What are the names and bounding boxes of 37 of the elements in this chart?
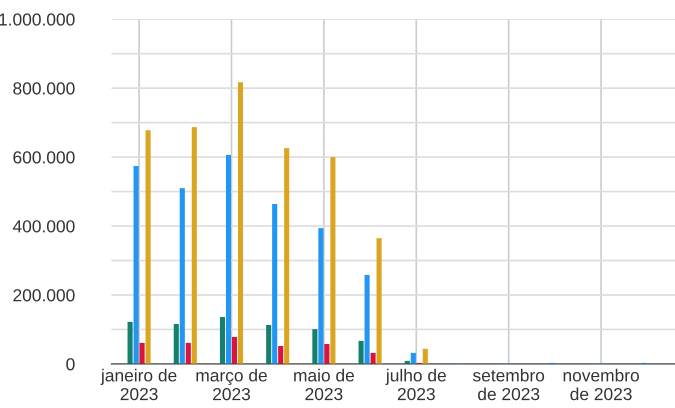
y-tick-label: 600.000 [13, 151, 75, 164]
bar [174, 324, 179, 364]
bar [376, 238, 382, 364]
x-tick-label: janeiro de 2023 [100, 368, 176, 400]
bar [318, 228, 324, 364]
bar [272, 204, 278, 364]
bar [330, 157, 336, 364]
x-tick-label: setembro de 2023 [472, 368, 544, 400]
x-tick-label: março de 2023 [196, 368, 267, 400]
y-tick-label: 200.000 [13, 289, 75, 302]
bar [128, 322, 133, 364]
y-tick-label: 800.000 [13, 82, 75, 95]
bar [278, 346, 284, 364]
bar [186, 342, 191, 364]
x-tick-label: maio de 2023 [294, 368, 354, 400]
bar [284, 148, 290, 364]
bar [410, 352, 416, 364]
bar [146, 130, 151, 364]
bar [226, 155, 232, 364]
bar [312, 329, 318, 364]
bar [220, 317, 226, 364]
bar [238, 82, 244, 364]
bar [180, 188, 185, 364]
bar [140, 342, 145, 364]
bar [134, 166, 139, 364]
bar [192, 127, 197, 364]
bar [358, 340, 364, 364]
bar [370, 352, 376, 364]
bar [266, 324, 272, 364]
y-tick-label: 0 [66, 358, 75, 370]
x-tick-label: novembro de 2023 [564, 368, 639, 400]
bar [364, 274, 370, 364]
bar [422, 348, 428, 364]
bar [232, 337, 238, 364]
x-tick-label: julho de 2023 [385, 368, 446, 400]
bar [324, 344, 330, 364]
y-tick-label: 400.000 [12, 220, 75, 232]
